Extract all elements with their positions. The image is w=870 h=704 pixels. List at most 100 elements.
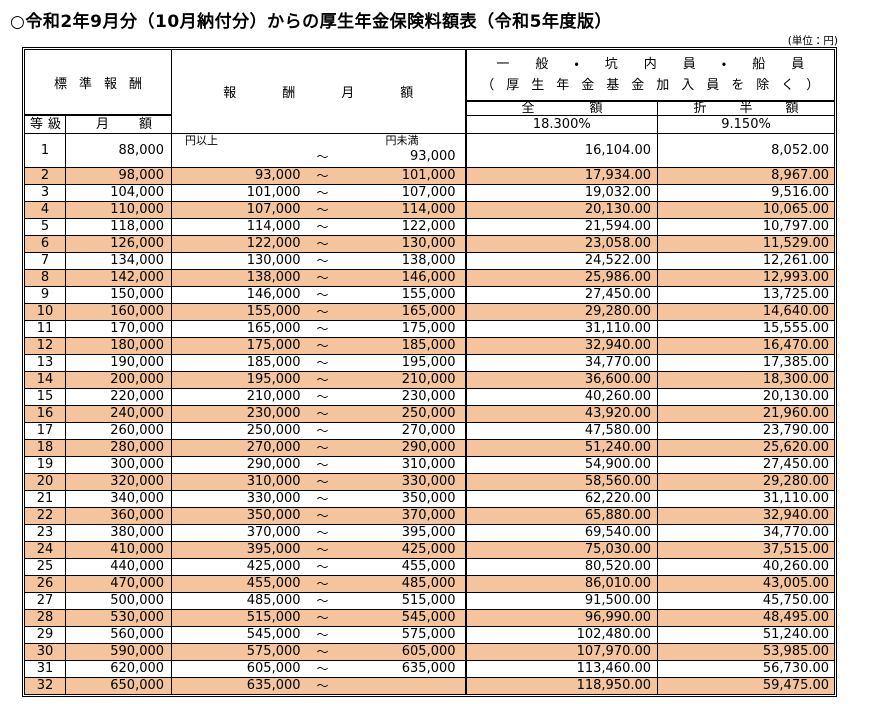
half-amount-cell: 9,516.00 (657, 184, 836, 202)
full-amount-cell: 21,594.00 (464, 218, 659, 236)
grade-cell: 16 (24, 405, 66, 423)
header-remuneration-monthly: 報酬月額 (171, 49, 467, 134)
lower-bound-cell: 146,000 (171, 286, 303, 304)
tilde-cell: ～ (302, 286, 343, 304)
lower-bound-cell: 330,000 (171, 490, 303, 508)
grade-cell: 23 (24, 524, 66, 542)
monthly-amount-cell: 110,000 (64, 201, 173, 219)
grade-cell: 9 (24, 286, 66, 304)
grade-cell: 26 (24, 575, 66, 593)
table-row-grade-27: 27 500,000 485,000 ～ 515,000 91,500.00 45,750.… (24, 592, 836, 610)
full-amount-cell: 27,450.00 (464, 286, 659, 304)
table-row-grade-21: 21 340,000 330,000 ～ 350,000 62,220.00 31,110.… (24, 490, 836, 508)
grade-cell: 20 (24, 473, 66, 491)
half-amount-cell: 8,052.00 (657, 133, 836, 168)
half-amount-cell: 23,790.00 (657, 422, 836, 440)
lower-bound-cell: 270,000 (171, 439, 303, 457)
full-amount-cell: 25,986.00 (464, 269, 659, 287)
monthly-amount-cell: 260,000 (64, 422, 173, 440)
lower-bound-cell: 395,000 (171, 541, 303, 559)
grade-cell: 5 (24, 218, 66, 236)
half-amount-cell: 8,967.00 (657, 167, 836, 185)
upper-bound-cell: 146,000 (342, 269, 467, 287)
table-row-grade-15: 15 220,000 210,000 ～ 230,000 40,260.00 20,130.… (24, 388, 836, 406)
full-amount-cell: 91,500.00 (464, 592, 659, 610)
table-row-grade-7: 7 134,000 130,000 ～ 138,000 24,522.00 12,261.0… (24, 252, 836, 270)
full-amount-cell: 96,990.00 (464, 609, 659, 627)
monthly-amount-cell: 280,000 (64, 439, 173, 457)
lower-bound-cell: 107,000 (171, 201, 303, 219)
lower-bound-cell: 635,000 (171, 677, 303, 695)
full-amount-cell: 32,940.00 (464, 337, 659, 355)
tilde-cell: ～ (302, 184, 343, 202)
table-row-grade-20: 20 320,000 310,000 ～ 330,000 58,560.00 29,280.… (24, 473, 836, 491)
half-amount-cell: 45,750.00 (657, 592, 836, 610)
tilde-cell: ～ (302, 575, 343, 593)
tilde-cell: ～ (302, 218, 343, 236)
monthly-amount-cell: 650,000 (64, 677, 173, 695)
upper-bound-cell: 370,000 (342, 507, 467, 525)
grade-cell: 12 (24, 337, 66, 355)
table-row-grade-18: 18 280,000 270,000 ～ 290,000 51,240.00 25,620.… (24, 439, 836, 457)
monthly-amount-cell: 240,000 (64, 405, 173, 423)
monthly-amount-cell: 98,000 (64, 167, 173, 185)
table-row-grade-14: 14 200,000 195,000 ～ 210,000 36,600.00 18,300.… (24, 371, 836, 389)
header-general-line1: 一般・坑内員・船員 (496, 57, 831, 73)
full-amount-cell: 75,030.00 (464, 541, 659, 559)
tilde-cell: ～ (302, 167, 343, 185)
full-amount-cell: 102,480.00 (464, 626, 659, 644)
tilde-cell: ～ (302, 626, 343, 644)
monthly-amount-cell: 410,000 (64, 541, 173, 559)
upper-bound-cell: 605,000 (342, 643, 467, 661)
table-row-grade-13: 13 190,000 185,000 ～ 195,000 34,770.00 17,385.… (24, 354, 836, 372)
upper-bound-cell: 330,000 (342, 473, 467, 491)
upper-bound-cell: 210,000 (342, 371, 467, 389)
table-row-grade-23: 23 380,000 370,000 ～ 395,000 69,540.00 34,770.… (24, 524, 836, 542)
grade-cell: 27 (24, 592, 66, 610)
grade-cell: 28 (24, 609, 66, 627)
upper-bound-cell: 195,000 (342, 354, 467, 372)
monthly-amount-cell: 190,000 (64, 354, 173, 372)
monthly-amount-cell: 590,000 (64, 643, 173, 661)
full-amount-cell: 36,600.00 (464, 371, 659, 389)
full-amount-cell: 86,010.00 (464, 575, 659, 593)
grade-cell: 7 (24, 252, 66, 270)
table-row-grade-31: 31 620,000 605,000 ～ 635,000 113,460.00 56,730… (24, 660, 836, 678)
full-amount-cell: 69,540.00 (464, 524, 659, 542)
table-row-grade-32: 32 650,000 635,000 ～ 118,950.00 59,475.00 (24, 677, 836, 695)
half-amount-cell: 17,385.00 (657, 354, 836, 372)
grade-cell: 31 (24, 660, 66, 678)
lower-bound-cell: 515,000 (171, 609, 303, 627)
table-row-grade-28: 28 530,000 515,000 ～ 545,000 96,990.00 48,495.… (24, 609, 836, 627)
grade-cell: 25 (24, 558, 66, 576)
table-row-grade-24: 24 410,000 395,000 ～ 425,000 75,030.00 37,515.… (24, 541, 836, 559)
lower-bound-cell: 175,000 (171, 337, 303, 355)
tilde-cell: ～ (302, 473, 343, 491)
lower-bound-cell: 455,000 (171, 575, 303, 593)
upper-bound-cell: 107,000 (342, 184, 467, 202)
table-row-grade-9: 9 150,000 146,000 ～ 155,000 27,450.00 13,725.0… (24, 286, 836, 304)
half-amount-cell: 32,940.00 (657, 507, 836, 525)
yen-or-more-label: 円以上 (171, 133, 303, 147)
monthly-amount-cell: 200,000 (64, 371, 173, 389)
header-half-rate: 9.150% (657, 114, 836, 134)
header-full-amount: 全額 (464, 99, 659, 116)
half-amount-cell: 53,985.00 (657, 643, 836, 661)
upper-bound-cell: 425,000 (342, 541, 467, 559)
header-half-amount: 折半額 (657, 99, 836, 116)
table-row-grade-19: 19 300,000 290,000 ～ 310,000 54,900.00 27,450.… (24, 456, 836, 474)
table-row-grade-8: 8 142,000 138,000 ～ 146,000 25,986.00 12,993.0… (24, 269, 836, 287)
header-general-miners-seamen: 一般・坑内員・船員 （厚生年金基金加入員を除く） (464, 49, 836, 101)
half-amount-cell: 15,555.00 (657, 320, 836, 338)
grade-cell: 4 (24, 201, 66, 219)
upper-bound-cell: 138,000 (342, 252, 467, 270)
grade-cell: 19 (24, 456, 66, 474)
half-amount-cell: 43,005.00 (657, 575, 836, 593)
lower-bound-cell: 250,000 (171, 422, 303, 440)
tilde-cell: ～ (302, 592, 343, 610)
full-amount-cell: 24,522.00 (464, 252, 659, 270)
header-standard-remuneration: 標準報酬 (23, 49, 173, 116)
upper-bound-cell: 250,000 (342, 405, 467, 423)
tilde-cell: ～ (302, 354, 343, 372)
full-amount-cell: 65,880.00 (464, 507, 659, 525)
